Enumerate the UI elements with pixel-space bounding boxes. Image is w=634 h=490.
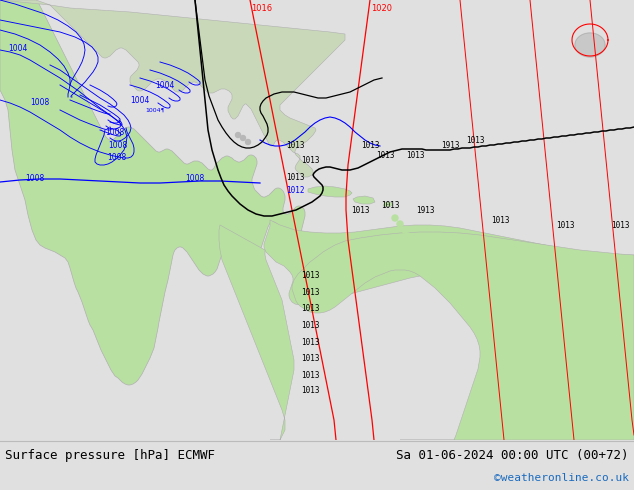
- Polygon shape: [292, 232, 634, 440]
- Text: 1013: 1013: [361, 141, 379, 149]
- Text: 1013: 1013: [381, 200, 399, 210]
- Text: 1008: 1008: [30, 98, 49, 106]
- Text: 1013: 1013: [286, 141, 304, 149]
- Text: 1004: 1004: [8, 44, 28, 52]
- Text: 1008: 1008: [108, 141, 127, 149]
- Polygon shape: [308, 186, 352, 197]
- Text: 1013: 1013: [376, 150, 394, 160]
- Text: 1013: 1013: [466, 136, 484, 145]
- Circle shape: [397, 221, 403, 227]
- Polygon shape: [264, 220, 634, 305]
- Polygon shape: [383, 202, 393, 207]
- Text: 1008: 1008: [107, 152, 127, 162]
- Text: 1013: 1013: [301, 370, 320, 379]
- Text: 1004¶: 1004¶: [145, 107, 165, 113]
- Text: 1013: 1013: [301, 288, 320, 296]
- Text: 1008: 1008: [105, 127, 125, 137]
- Text: 1013: 1013: [301, 155, 320, 165]
- Text: 1013: 1013: [286, 172, 304, 181]
- Text: ©weatheronline.co.uk: ©weatheronline.co.uk: [494, 473, 629, 483]
- Text: 1004: 1004: [131, 96, 150, 104]
- Text: 1004: 1004: [155, 80, 175, 90]
- Text: 1013: 1013: [556, 220, 574, 229]
- Text: 1016: 1016: [252, 3, 273, 13]
- Circle shape: [392, 215, 398, 221]
- Text: 1013: 1013: [301, 320, 320, 329]
- Text: 1013: 1013: [406, 150, 424, 160]
- Text: 1013: 1013: [301, 270, 320, 279]
- Text: 1012: 1012: [286, 186, 304, 195]
- Circle shape: [235, 132, 240, 138]
- Circle shape: [240, 136, 245, 141]
- Text: 1913: 1913: [416, 205, 434, 215]
- Circle shape: [408, 239, 414, 245]
- Text: 1913: 1913: [441, 141, 459, 149]
- Text: 1013: 1013: [301, 303, 320, 313]
- Circle shape: [405, 233, 411, 239]
- Polygon shape: [219, 225, 294, 440]
- Text: 1013: 1013: [611, 220, 630, 229]
- Polygon shape: [575, 33, 605, 57]
- Text: 1013: 1013: [301, 338, 320, 346]
- Text: 1013: 1013: [351, 205, 369, 215]
- Polygon shape: [0, 0, 345, 177]
- Text: 1008: 1008: [185, 173, 205, 182]
- Text: 1008: 1008: [25, 173, 44, 182]
- Text: 1013: 1013: [491, 216, 509, 224]
- Circle shape: [245, 140, 250, 145]
- Circle shape: [402, 227, 408, 233]
- Text: 1020: 1020: [372, 3, 392, 13]
- Text: 1013: 1013: [301, 353, 320, 363]
- Polygon shape: [0, 0, 305, 385]
- Text: Sa 01-06-2024 00:00 UTC (00+72): Sa 01-06-2024 00:00 UTC (00+72): [396, 448, 629, 462]
- Text: Surface pressure [hPa] ECMWF: Surface pressure [hPa] ECMWF: [5, 448, 215, 462]
- Circle shape: [410, 245, 416, 251]
- Polygon shape: [353, 196, 375, 204]
- Text: 1013: 1013: [301, 386, 320, 394]
